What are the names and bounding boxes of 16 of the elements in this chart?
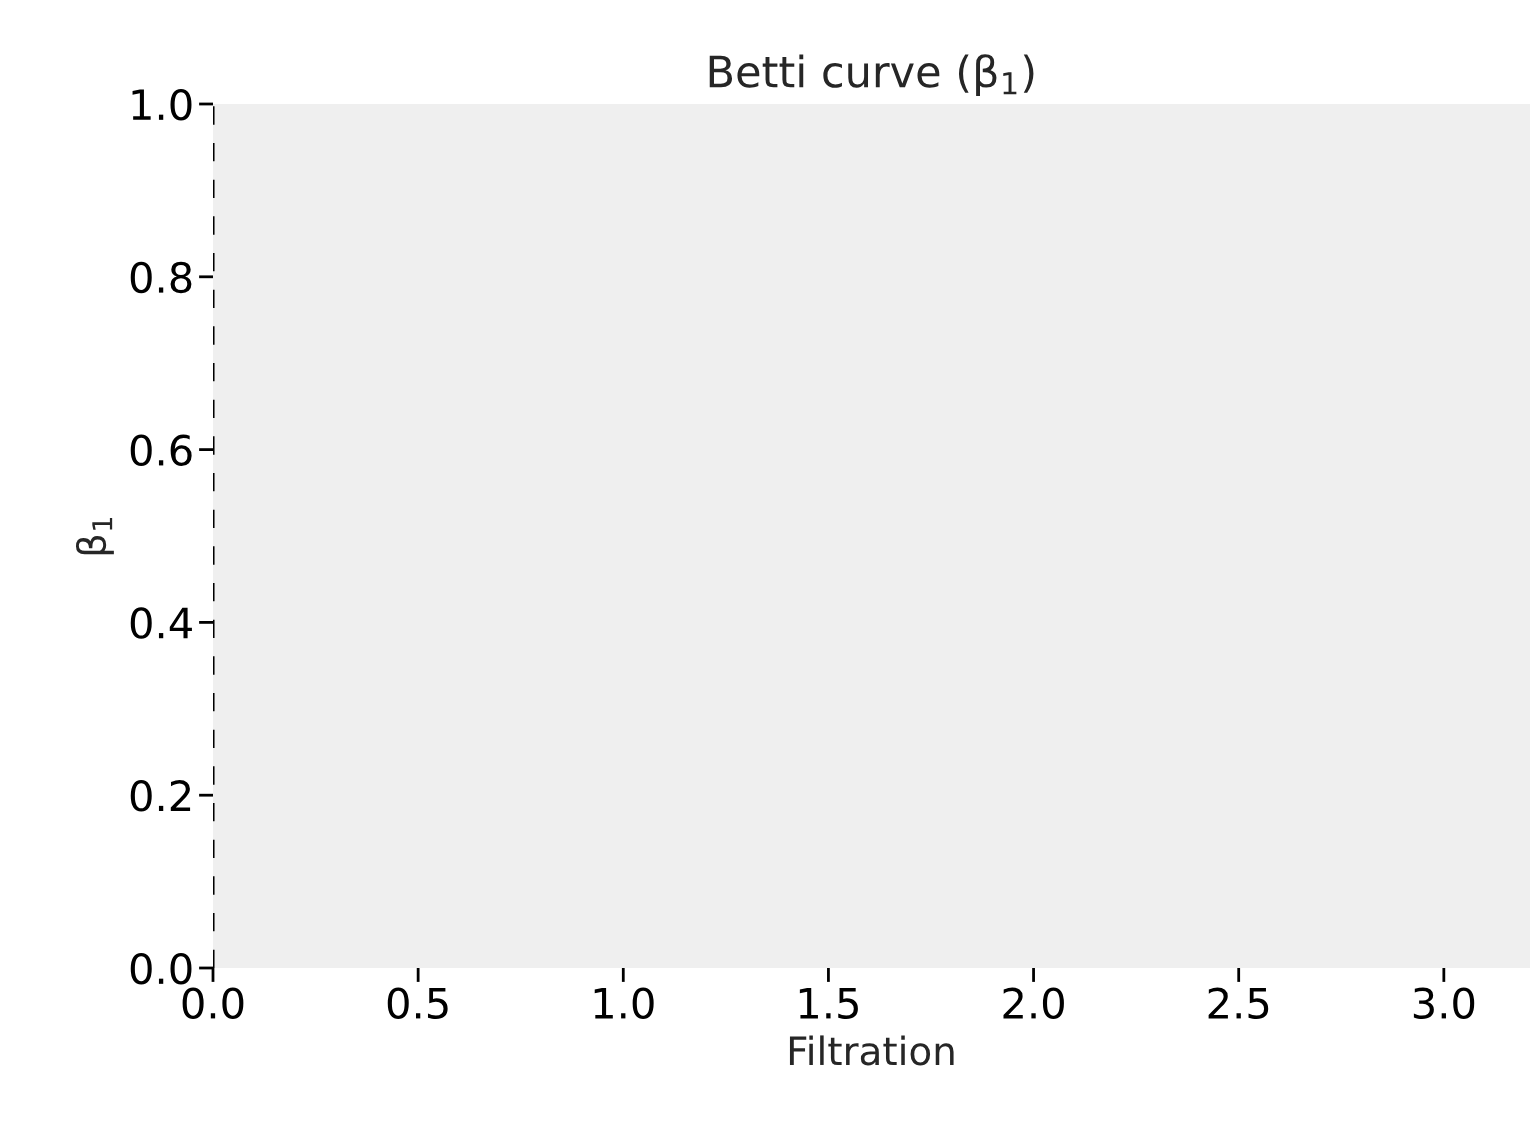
y-tick-label: 0.4 <box>130 607 192 639</box>
x-tick-label: 2.0 <box>1003 987 1064 1019</box>
x-tick-label: 0.5 <box>387 987 448 1019</box>
x-tick-label: 1.5 <box>799 988 858 1019</box>
y-tick-label: 0.0 <box>130 952 192 985</box>
x-axis-title: Filtration <box>789 1035 954 1066</box>
chart-title: Betti curve (β$_{1}$) <box>709 54 1034 97</box>
x-tick-label: 0.0 <box>182 987 244 1019</box>
y-tick-label: 0.8 <box>130 261 192 294</box>
y-tick-label: 0.2 <box>130 780 191 812</box>
y-tick-label: 0.6 <box>130 434 192 467</box>
x-tick-label: 3.0 <box>1413 987 1475 1019</box>
x-tick-label: 2.5 <box>1208 987 1269 1019</box>
y-tick-label: 1.0 <box>132 88 192 121</box>
x-tick-label: 1.0 <box>594 987 654 1019</box>
y-axis-title: β$_{1}$ <box>75 517 114 555</box>
